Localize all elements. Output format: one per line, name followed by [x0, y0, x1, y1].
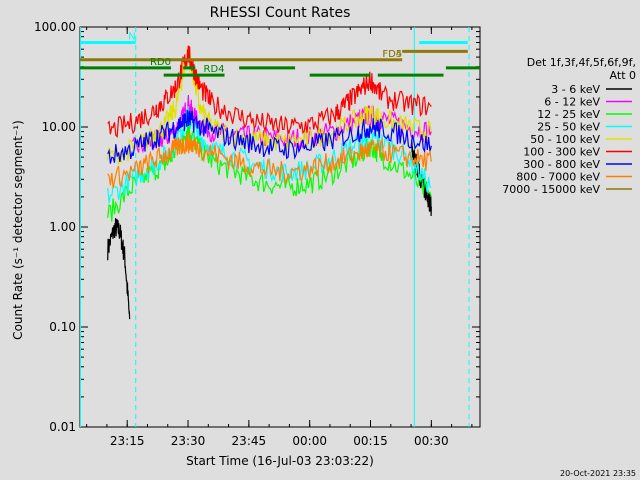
legend-label: 300 - 800 keV: [523, 158, 600, 171]
x-tick-label: 23:15: [110, 434, 145, 448]
x-tick-label: 00:30: [414, 434, 449, 448]
legend-label: 3 - 6 keV: [551, 83, 600, 96]
status-bar-label: FD4: [382, 49, 402, 60]
series-line: [107, 122, 432, 222]
y-tick-label: 0.01: [49, 420, 76, 434]
footer-timestamp: 20-Oct-2021 23:35: [560, 469, 636, 478]
series-line: [107, 109, 432, 164]
legend-label: 12 - 25 keV: [537, 108, 600, 121]
legend-label: 6 - 12 keV: [544, 96, 600, 109]
x-tick-label: 00:00: [292, 434, 327, 448]
x-axis-label: Start Time (16-Jul-03 23:03:22): [186, 454, 374, 468]
legend-header-line2: Att 0: [610, 69, 636, 82]
x-tick-label: 23:30: [171, 434, 206, 448]
axis-ticks: 23:15 23:30 23:45 00:00 00:15 00:30 0.01 0.10 1.…: [34, 20, 480, 448]
y-tick-label: 0.10: [49, 320, 76, 334]
status-bar-label: FD5: [382, 49, 402, 60]
legend-label: 50 - 100 keV: [530, 133, 600, 146]
y-axis-label: Count Rate (s⁻¹ detector segment⁻¹): [11, 120, 25, 340]
x-tick-label: 23:45: [232, 434, 267, 448]
chart-title: RHESSI Count Rates: [210, 5, 351, 21]
status-bar-label: RD0: [150, 57, 171, 68]
x-tick-label: 00:15: [353, 434, 388, 448]
legend-label: 25 - 50 keV: [537, 121, 600, 134]
legend-label: 7000 - 15000 keV: [502, 183, 600, 196]
y-tick-label: 100.00: [34, 20, 76, 34]
plot-area: [79, 26, 481, 428]
status-bar-label: N: [128, 31, 135, 42]
y-tick-label: 1.00: [49, 220, 76, 234]
legend-label: 800 - 7000 keV: [516, 171, 600, 184]
series-line: [107, 45, 432, 165]
legend-label: 100 - 300 keV: [523, 146, 600, 159]
series-line: [107, 132, 432, 189]
vertical-markers: [79, 27, 470, 427]
status-bar-label: RD4: [204, 64, 225, 75]
y-tick-label: 10.00: [42, 120, 76, 134]
series-line: [107, 218, 131, 320]
legend-header-line1: Det 1f,3f,4f,5f,6f,9f,: [527, 56, 636, 69]
